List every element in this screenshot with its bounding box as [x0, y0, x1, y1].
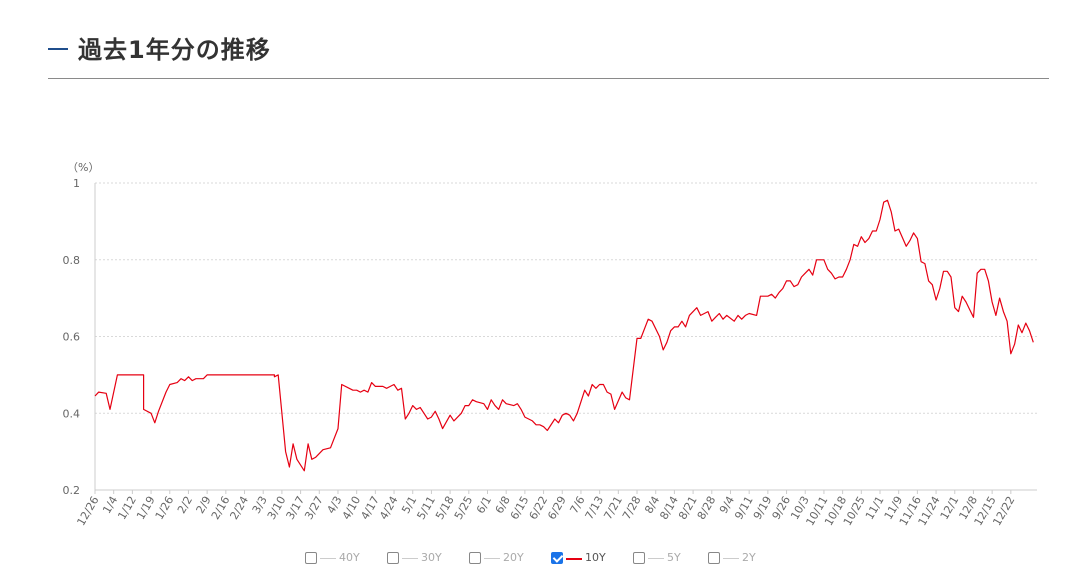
x-tick-label: 7/21	[601, 494, 625, 522]
series-layer	[94, 199, 1034, 472]
legend-line-30y	[402, 558, 418, 559]
x-tick-label: 2/16	[209, 494, 233, 522]
legend-line-10y	[566, 558, 582, 560]
x-tick-label: 6/29	[545, 494, 569, 522]
x-tick-label: 4/10	[340, 494, 364, 522]
y-tick-label: 0.2	[63, 484, 81, 497]
legend-label-5y: 5Y	[667, 551, 681, 564]
grid-layer	[95, 182, 1037, 414]
x-tick-label: 1/12	[115, 494, 139, 522]
x-tick-label: 6/15	[508, 494, 532, 522]
checkbox-40y[interactable]	[305, 552, 317, 564]
x-tick-label: 7/28	[620, 494, 644, 522]
x-tick-label: 7/13	[583, 494, 607, 522]
x-tick-label: 6/1	[474, 494, 494, 516]
legend-label-2y: 2Y	[742, 551, 756, 564]
x-tick-label: 1/19	[134, 494, 158, 522]
x-tick-label: 8/28	[695, 494, 719, 522]
page-title: 過去1年分の推移	[78, 36, 271, 64]
header-accent-dash	[48, 48, 68, 50]
x-tick-label: 3/27	[302, 494, 326, 522]
axis-layer	[94, 183, 1037, 494]
y-tick-label: 0.6	[63, 331, 81, 344]
x-tick-label: 12/26	[74, 494, 101, 528]
x-tick-label: 8/21	[676, 494, 700, 522]
x-tick-label: 2/24	[228, 494, 252, 522]
x-tick-label: 5/25	[452, 494, 476, 522]
legend-line-5y	[648, 558, 664, 559]
checkbox-2y[interactable]	[708, 552, 720, 564]
legend-label-40y: 40Y	[339, 551, 360, 564]
legend-line-40y	[320, 558, 336, 559]
x-tick-label: 1/26	[153, 494, 177, 522]
x-tick-label: 12/1	[938, 494, 962, 522]
y-tick-label: 0.4	[63, 407, 81, 420]
checkbox-5y[interactable]	[633, 552, 645, 564]
x-tick-label: 3/17	[284, 494, 308, 522]
x-tick-label: 2/2	[175, 494, 195, 516]
x-tick-label: 5/18	[433, 494, 457, 522]
x-tick-label: 6/22	[527, 494, 551, 522]
legend: 40Y 30Y 20Y 10Y 5Y 2Y	[0, 548, 1083, 570]
x-tick-label: 4/24	[377, 494, 401, 522]
legend-label-10y: 10Y	[585, 551, 606, 564]
legend-label-20y: 20Y	[503, 551, 524, 564]
checkbox-30y[interactable]	[387, 552, 399, 564]
legend-line-20y	[484, 558, 500, 559]
x-tick-label: 9/26	[770, 494, 794, 522]
y-tick-labels: 1 0.8 0.6 0.4 0.2	[63, 177, 81, 497]
x-tick-label: 5/11	[414, 494, 438, 522]
legend-line-2y	[723, 558, 739, 559]
checkbox-20y[interactable]	[469, 552, 481, 564]
x-tick-label: 4/17	[358, 494, 382, 522]
x-tick-label: 11/1	[863, 494, 887, 522]
x-tick-labels: 12/261/41/121/191/262/22/92/162/243/33/1…	[74, 494, 1017, 528]
x-tick-label: 3/10	[265, 494, 289, 522]
yield-line-chart: （%） 10.80.60.40.2 12/261/41/121/191/262/…	[63, 161, 1037, 528]
legend-label-30y: 30Y	[421, 551, 442, 564]
x-tick-label: 8/14	[657, 494, 681, 522]
x-tick-label: 9/19	[751, 494, 775, 522]
y-tick-label: 1	[73, 177, 80, 190]
y-axis-unit: （%）	[67, 161, 99, 174]
checkbox-10y[interactable]	[551, 552, 563, 564]
section-header: 過去1年分の推移	[48, 30, 1049, 79]
x-tick-label: 9/11	[732, 494, 756, 522]
series-line-10y	[94, 199, 1034, 472]
y-tick-label: 0.8	[63, 254, 81, 267]
